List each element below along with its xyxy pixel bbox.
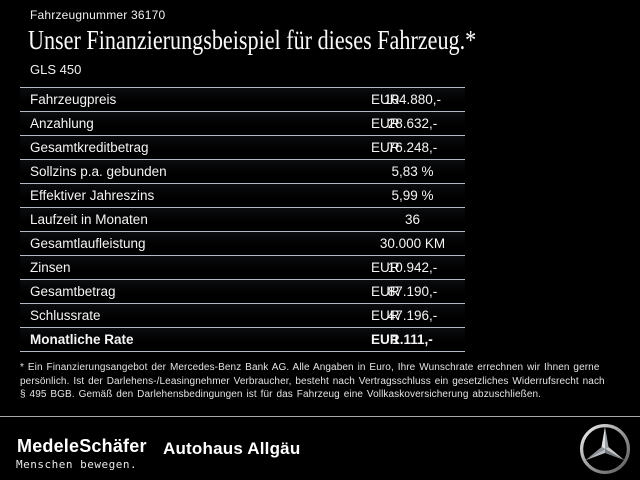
table-row: Gesamtbetrag EUR 87.190,- [20,279,465,303]
row-value: 28.632,- [387,116,438,131]
row-value-cell: EUR 10.942,- [340,256,465,279]
row-value-cell: EUR 87.190,- [340,280,465,303]
row-value-cell: EUR 104.880,- [340,88,465,111]
row-value: 10.942,- [387,260,438,275]
row-value: 104.880,- [383,92,442,107]
row-value-cell: 5,99 % [340,184,465,207]
row-value-cell: EUR 76.248,- [340,136,465,159]
table-row: Effektiver Jahreszins 5,99 % [20,183,465,207]
dealer-secondary-logo: Autohaus Allgäu [163,439,301,458]
currency-label: EUR [371,308,400,323]
page-title: Unser Finanzierungsbeispiel für dieses F… [28,25,477,55]
legal-footnote: * Ein Finanzierungsangebot der Mercedes-… [20,361,630,402]
table-row: Laufzeit in Monaten 36 [20,207,465,231]
row-value: 5,99 % [391,188,434,203]
row-label: Schlussrate [30,308,101,323]
currency-label: EUR [371,260,400,275]
footnote-line: § 495 BGB. Gemäß den Darlehensbedingunge… [20,389,542,400]
row-value: 76.248,- [387,140,438,155]
row-label: Zinsen [30,260,71,275]
row-value-cell: 5,83 % [340,160,465,183]
row-value: 5,83 % [391,164,434,179]
currency-label: EUR [371,92,400,107]
table-row: Gesamtlaufleistung 30.000 KM [20,231,465,255]
row-label: Laufzeit in Monaten [30,212,148,227]
row-value-cell: EUR 28.632,- [340,112,465,135]
currency-label: EUR [371,116,400,131]
row-value: 87.190,- [387,284,438,299]
table-row: Schlussrate EUR 47.196,- [20,303,465,327]
mercedes-star-icon [580,424,630,474]
table-row: Anzahlung EUR 28.632,- [20,111,465,135]
row-label: Monatliche Rate [30,332,134,347]
row-value: 47.196,- [387,308,438,323]
row-value: 1.111,- [392,332,433,347]
footer-bar: MedeleSchäfer Menschen bewegen. Autohaus… [0,416,640,480]
finance-table: Fahrzeugpreis EUR 104.880,- Anzahlung EUR 28.… [20,87,465,352]
table-row: Zinsen EUR 10.942,- [20,255,465,279]
footnote-line: persönlich. Ist der Darlehens-/Leasingne… [20,375,605,387]
dealer-logo: MedeleSchäfer [17,436,147,456]
table-row: Sollzins p.a. gebunden 5,83 % [20,159,465,183]
row-label: Sollzins p.a. gebunden [30,164,167,179]
row-value-cell: EUR 1.111,- [340,328,465,351]
row-label: Fahrzeugpreis [30,92,117,107]
currency-label: EUR [371,140,400,155]
vehicle-number: Fahrzeugnummer 36170 [30,8,166,22]
row-value-cell: 30.000 KM [340,232,465,255]
table-row: Monatliche Rate EUR 1.111,- [20,327,465,352]
row-label: Gesamtbetrag [30,284,116,299]
row-label: Anzahlung [30,116,94,131]
currency-label: EUR [371,332,400,347]
row-label: Effektiver Jahreszins [30,188,155,203]
row-value: 30.000 KM [379,236,446,251]
row-value-cell: 36 [340,208,465,231]
currency-label: EUR [371,284,400,299]
table-row: Fahrzeugpreis EUR 104.880,- [20,87,465,111]
row-value: 36 [404,212,421,227]
row-value-cell: EUR 47.196,- [340,304,465,327]
vehicle-model: GLS 450 [30,62,82,77]
footnote-line: * Ein Finanzierungsangebot der Mercedes-… [20,362,600,373]
row-label: Gesamtlaufleistung [30,236,146,251]
row-label: Gesamtkreditbetrag [30,140,149,155]
dealer-tagline: Menschen bewegen. [16,458,138,471]
table-row: Gesamtkreditbetrag EUR 76.248,- [20,135,465,159]
